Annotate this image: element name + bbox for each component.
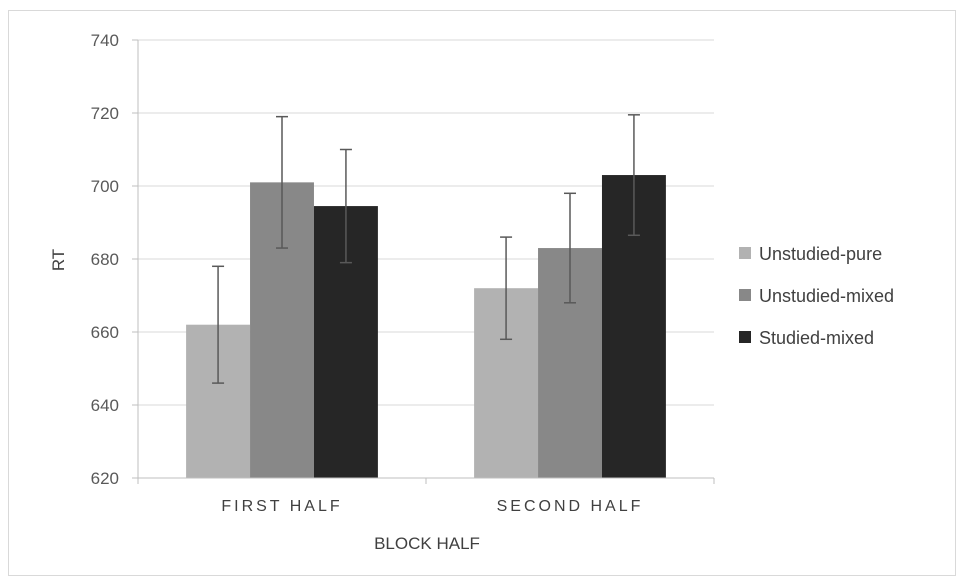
y-tick-label: 640 [91, 396, 119, 415]
legend: Unstudied-pure Unstudied-mixed Studied-mix… [739, 244, 894, 348]
x-axis-title: BLOCK HALF [374, 534, 480, 553]
legend-swatch [739, 247, 751, 259]
y-tick-label: 720 [91, 104, 119, 123]
legend-label: Unstudied-pure [759, 244, 882, 264]
legend-swatch [739, 331, 751, 343]
y-axis: 620 640 660 680 700 720 740 [91, 31, 139, 488]
legend-label: Studied-mixed [759, 328, 874, 348]
bars [186, 175, 666, 479]
y-axis-title: RT [49, 249, 68, 271]
chart-frame [8, 10, 956, 576]
y-tick-label: 620 [91, 469, 119, 488]
legend-label: Unstudied-mixed [759, 286, 894, 306]
y-tick-label: 740 [91, 31, 119, 50]
x-tick-label: SECOND HALF [497, 498, 644, 515]
error-bars [212, 114, 640, 384]
y-tick-label: 660 [91, 323, 119, 342]
y-tick-label: 700 [91, 177, 119, 196]
x-tick-label: FIRST HALF [221, 498, 342, 515]
legend-swatch [739, 289, 751, 301]
y-tick-label: 680 [91, 250, 119, 269]
x-axis: FIRST HALF SECOND HALF [137, 477, 715, 515]
